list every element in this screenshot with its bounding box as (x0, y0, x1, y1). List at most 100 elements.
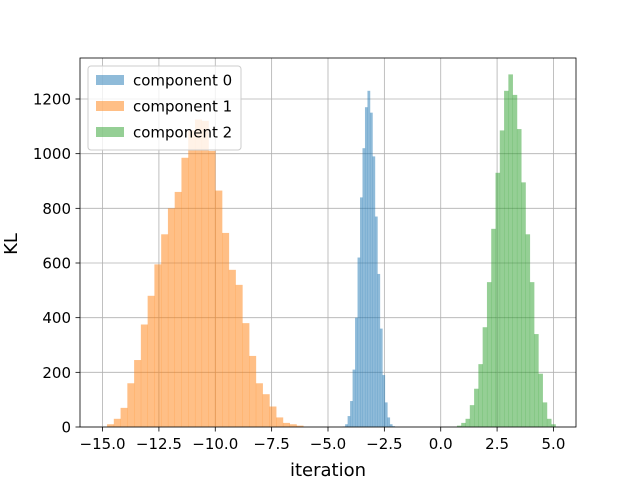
y-tick-label-6: 1200 (33, 91, 71, 109)
legend-swatch-0 (96, 75, 124, 85)
bar-2-4 (474, 388, 479, 427)
y-axis-label: KL (1, 233, 22, 255)
series-0 (342, 90, 396, 428)
bar-1-6 (147, 295, 155, 427)
bar-0-3 (350, 401, 353, 427)
y-tick-label-1: 200 (42, 364, 71, 382)
y-tick-label-5: 1000 (33, 145, 71, 163)
bar-2-21 (546, 418, 552, 427)
legend-label-0: component 0 (133, 72, 232, 90)
bar-2-11 (504, 90, 509, 428)
bar-1-3 (127, 383, 135, 427)
bar-1-16 (215, 190, 223, 427)
bar-2-13 (512, 94, 518, 428)
bar-1-28 (296, 425, 304, 427)
bar-2-10 (499, 130, 505, 427)
bar-1-9 (167, 208, 175, 427)
bar-2-5 (478, 364, 483, 427)
bar-2-3 (469, 405, 475, 427)
bar-1-17 (222, 232, 230, 427)
series-2 (456, 74, 556, 428)
x-axis-ticks: −15.0 −12.5 −10.0 −7.5 −5.0 −2.5 0.0 2.5 5.0 (80, 427, 566, 453)
x-tick-label-4: −5.0 (310, 435, 346, 453)
x-tick-label-5: −2.5 (366, 435, 402, 453)
legend-swatch-1 (96, 101, 124, 111)
series-1 (107, 119, 304, 427)
bar-0-7 (360, 197, 363, 427)
bar-1-24 (269, 406, 277, 427)
bar-2-22 (551, 424, 556, 427)
bar-2-14 (516, 129, 522, 428)
bar-0-12 (372, 156, 376, 427)
bar-0-6 (357, 257, 361, 427)
bar-2-16 (525, 234, 531, 427)
legend: component 0 component 1 component 2 (87, 65, 242, 151)
bar-1-21 (249, 355, 257, 427)
bar-2-15 (521, 182, 526, 427)
bar-0-9 (364, 107, 368, 427)
bar-1-15 (208, 150, 216, 427)
x-tick-label-7: 2.5 (485, 435, 509, 453)
x-tick-label-1: −12.5 (136, 435, 182, 453)
y-axis-ticks: 0 200 400 600 800 1000 1200 (33, 91, 80, 437)
bar-1-23 (262, 394, 270, 427)
bar-2-1 (461, 422, 466, 427)
x-tick-label-0: −15.0 (80, 435, 126, 453)
bar-2-6 (482, 327, 488, 427)
bar-0-4 (352, 369, 356, 427)
y-tick-label-2: 400 (42, 309, 71, 327)
x-axis-label: iteration (290, 460, 366, 480)
bar-0-19 (389, 424, 393, 427)
bar-2-20 (542, 402, 548, 427)
legend-box (87, 65, 242, 151)
bar-0-17 (384, 402, 388, 427)
bar-1-7 (154, 264, 162, 427)
bar-2-12 (508, 74, 513, 428)
bar-0-11 (369, 112, 373, 428)
bar-2-2 (465, 418, 471, 427)
bar-2-0 (456, 425, 462, 427)
bar-1-2 (120, 407, 128, 427)
bar-0-18 (387, 417, 391, 427)
y-tick-label-4: 800 (42, 200, 71, 218)
bar-1-18 (228, 269, 236, 427)
bar-1-22 (255, 383, 263, 427)
bar-2-7 (486, 282, 492, 427)
bar-0-10 (367, 90, 371, 428)
bar-0-2 (347, 416, 351, 427)
bar-2-19 (538, 373, 543, 427)
legend-swatch-2 (96, 127, 124, 137)
bar-1-20 (242, 323, 250, 427)
bar-1-27 (289, 424, 297, 427)
histogram-bars (107, 74, 556, 428)
bar-2-18 (534, 334, 539, 427)
legend-label-1: component 1 (133, 98, 232, 116)
bar-1-1 (113, 418, 121, 427)
bar-2-17 (529, 282, 535, 427)
bar-0-8 (362, 148, 366, 427)
bar-1-11 (181, 157, 189, 427)
bar-1-13 (194, 119, 203, 427)
bar-1-26 (282, 422, 290, 427)
bar-0-5 (355, 317, 358, 427)
bar-1-25 (276, 417, 284, 427)
x-tick-label-2: −10.0 (192, 435, 238, 453)
bar-1-12 (188, 130, 196, 427)
x-tick-label-8: 5.0 (542, 435, 566, 453)
x-tick-label-6: 0.0 (429, 435, 453, 453)
bar-0-1 (345, 424, 348, 427)
legend-label-2: component 2 (133, 124, 232, 142)
bar-0-14 (377, 273, 381, 427)
bar-1-14 (201, 120, 209, 427)
bar-1-19 (235, 284, 243, 427)
bar-2-9 (495, 172, 501, 427)
bar-1-4 (134, 360, 142, 427)
bar-0-20 (392, 426, 396, 427)
bar-1-8 (161, 234, 169, 427)
x-tick-label-3: −7.5 (253, 435, 289, 453)
bar-0-16 (382, 375, 386, 427)
y-tick-label-0: 0 (61, 419, 71, 437)
bar-0-13 (374, 216, 378, 427)
bar-0-15 (379, 328, 383, 427)
